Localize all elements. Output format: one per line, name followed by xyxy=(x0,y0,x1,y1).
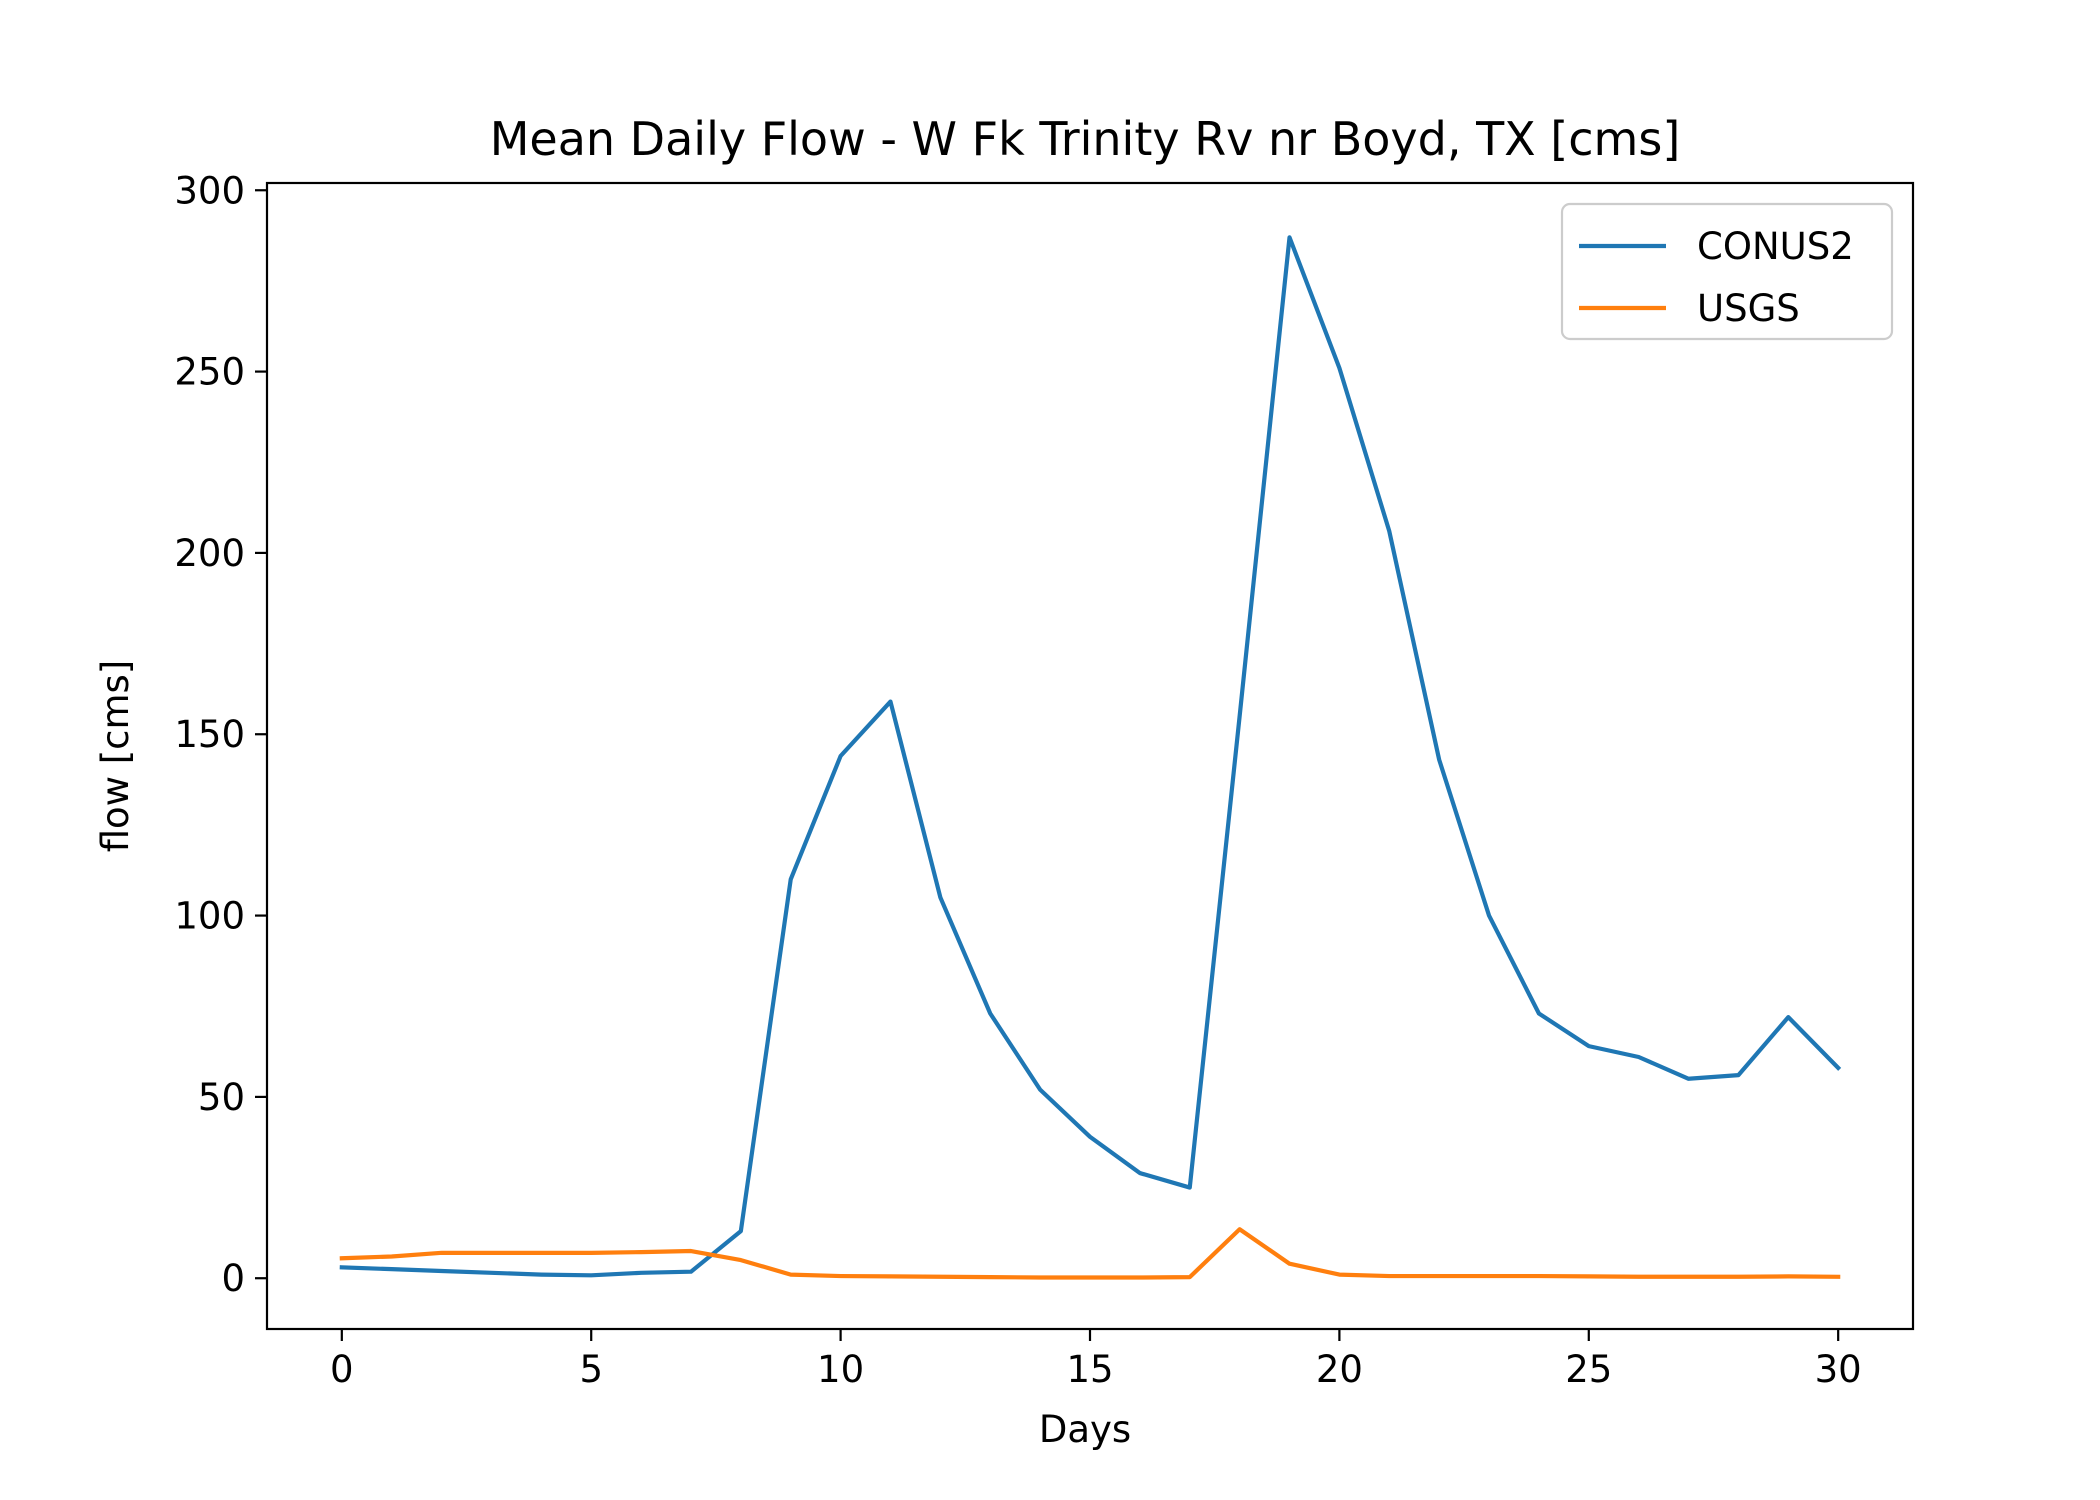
y-tick-label: 0 xyxy=(221,1257,245,1300)
x-tick-label: 15 xyxy=(1066,1348,1113,1391)
y-tick-label: 200 xyxy=(174,532,245,575)
y-tick-label: 150 xyxy=(174,713,245,756)
x-tick-label: 0 xyxy=(330,1348,354,1391)
x-tick-label: 5 xyxy=(579,1348,603,1391)
series-line-conus2 xyxy=(339,235,1842,1278)
x-tick-label: 25 xyxy=(1565,1348,1612,1391)
chart-title: Mean Daily Flow - W Fk Trinity Rv nr Boy… xyxy=(490,112,1681,166)
x-tick-label: 20 xyxy=(1316,1348,1363,1391)
legend-label-conus2: CONUS2 xyxy=(1697,225,1854,268)
x-tick-label: 10 xyxy=(817,1348,864,1391)
y-tick-label: 50 xyxy=(198,1076,245,1119)
y-tick-label: 100 xyxy=(174,895,245,938)
legend: CONUS2 USGS xyxy=(1560,202,1894,341)
legend-label-usgs: USGS xyxy=(1697,287,1800,330)
x-tick-label: 30 xyxy=(1815,1348,1862,1391)
y-tick-label: 300 xyxy=(174,169,245,212)
series-line-usgs xyxy=(339,1227,1841,1280)
y-axis-label: flow [cms] xyxy=(94,660,137,853)
legend-box xyxy=(1560,202,1894,341)
x-axis-label: Days xyxy=(1039,1408,1131,1451)
y-tick-label: 250 xyxy=(174,351,245,394)
